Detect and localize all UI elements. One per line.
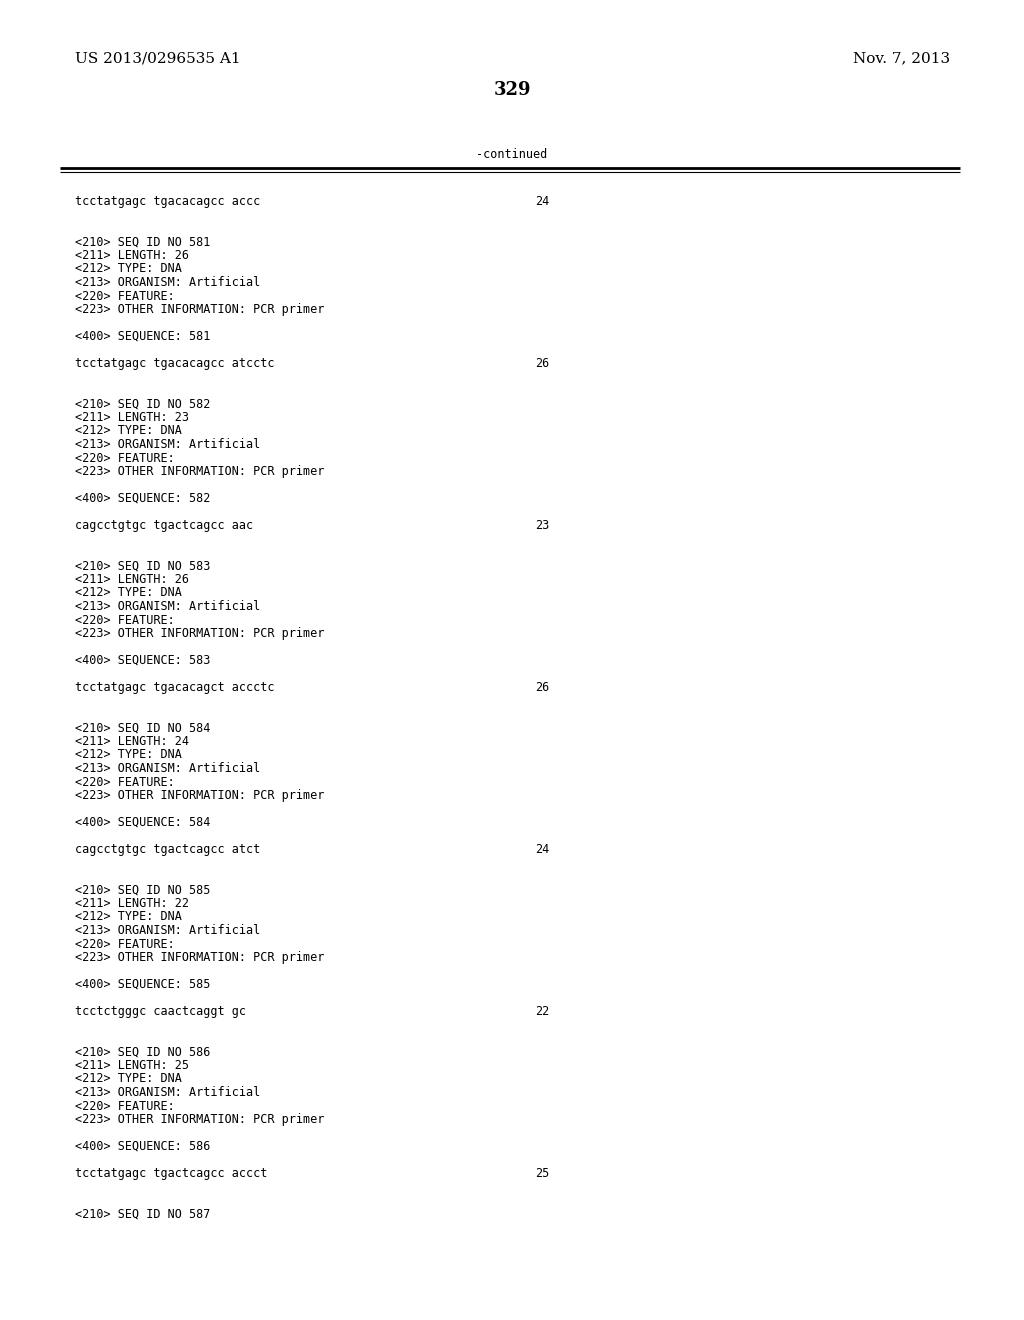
Text: <210> SEQ ID NO 582: <210> SEQ ID NO 582 xyxy=(75,397,210,411)
Text: <210> SEQ ID NO 584: <210> SEQ ID NO 584 xyxy=(75,722,210,734)
Text: <400> SEQUENCE: 586: <400> SEQUENCE: 586 xyxy=(75,1140,210,1152)
Text: <213> ORGANISM: Artificial: <213> ORGANISM: Artificial xyxy=(75,1086,260,1100)
Text: <211> LENGTH: 22: <211> LENGTH: 22 xyxy=(75,898,189,909)
Text: tcctctgggc caactcaggt gc: tcctctgggc caactcaggt gc xyxy=(75,1005,246,1018)
Text: <213> ORGANISM: Artificial: <213> ORGANISM: Artificial xyxy=(75,276,260,289)
Text: <223> OTHER INFORMATION: PCR primer: <223> OTHER INFORMATION: PCR primer xyxy=(75,465,325,478)
Text: Nov. 7, 2013: Nov. 7, 2013 xyxy=(853,51,950,65)
Text: <212> TYPE: DNA: <212> TYPE: DNA xyxy=(75,748,182,762)
Text: 24: 24 xyxy=(535,195,549,209)
Text: -continued: -continued xyxy=(476,149,548,161)
Text: <400> SEQUENCE: 582: <400> SEQUENCE: 582 xyxy=(75,492,210,506)
Text: <212> TYPE: DNA: <212> TYPE: DNA xyxy=(75,586,182,599)
Text: 24: 24 xyxy=(535,843,549,855)
Text: <400> SEQUENCE: 581: <400> SEQUENCE: 581 xyxy=(75,330,210,343)
Text: <223> OTHER INFORMATION: PCR primer: <223> OTHER INFORMATION: PCR primer xyxy=(75,304,325,315)
Text: 23: 23 xyxy=(535,519,549,532)
Text: <211> LENGTH: 25: <211> LENGTH: 25 xyxy=(75,1059,189,1072)
Text: <220> FEATURE:: <220> FEATURE: xyxy=(75,776,175,788)
Text: tcctatgagc tgactcagcc accct: tcctatgagc tgactcagcc accct xyxy=(75,1167,267,1180)
Text: <212> TYPE: DNA: <212> TYPE: DNA xyxy=(75,911,182,924)
Text: <210> SEQ ID NO 587: <210> SEQ ID NO 587 xyxy=(75,1208,210,1221)
Text: <220> FEATURE:: <220> FEATURE: xyxy=(75,1100,175,1113)
Text: <223> OTHER INFORMATION: PCR primer: <223> OTHER INFORMATION: PCR primer xyxy=(75,1113,325,1126)
Text: tcctatgagc tgacacagct accctc: tcctatgagc tgacacagct accctc xyxy=(75,681,274,694)
Text: <211> LENGTH: 26: <211> LENGTH: 26 xyxy=(75,249,189,261)
Text: 329: 329 xyxy=(494,81,530,99)
Text: <220> FEATURE:: <220> FEATURE: xyxy=(75,289,175,302)
Text: 26: 26 xyxy=(535,681,549,694)
Text: <223> OTHER INFORMATION: PCR primer: <223> OTHER INFORMATION: PCR primer xyxy=(75,627,325,640)
Text: <400> SEQUENCE: 583: <400> SEQUENCE: 583 xyxy=(75,653,210,667)
Text: US 2013/0296535 A1: US 2013/0296535 A1 xyxy=(75,51,241,65)
Text: 25: 25 xyxy=(535,1167,549,1180)
Text: <223> OTHER INFORMATION: PCR primer: <223> OTHER INFORMATION: PCR primer xyxy=(75,789,325,803)
Text: <211> LENGTH: 24: <211> LENGTH: 24 xyxy=(75,735,189,748)
Text: <212> TYPE: DNA: <212> TYPE: DNA xyxy=(75,1072,182,1085)
Text: <213> ORGANISM: Artificial: <213> ORGANISM: Artificial xyxy=(75,762,260,775)
Text: <223> OTHER INFORMATION: PCR primer: <223> OTHER INFORMATION: PCR primer xyxy=(75,950,325,964)
Text: <211> LENGTH: 26: <211> LENGTH: 26 xyxy=(75,573,189,586)
Text: <400> SEQUENCE: 584: <400> SEQUENCE: 584 xyxy=(75,816,210,829)
Text: <210> SEQ ID NO 583: <210> SEQ ID NO 583 xyxy=(75,560,210,573)
Text: <212> TYPE: DNA: <212> TYPE: DNA xyxy=(75,263,182,276)
Text: <220> FEATURE:: <220> FEATURE: xyxy=(75,937,175,950)
Text: cagcctgtgc tgactcagcc atct: cagcctgtgc tgactcagcc atct xyxy=(75,843,260,855)
Text: <220> FEATURE:: <220> FEATURE: xyxy=(75,451,175,465)
Text: <210> SEQ ID NO 586: <210> SEQ ID NO 586 xyxy=(75,1045,210,1059)
Text: tcctatgagc tgacacagcc accc: tcctatgagc tgacacagcc accc xyxy=(75,195,260,209)
Text: <213> ORGANISM: Artificial: <213> ORGANISM: Artificial xyxy=(75,601,260,612)
Text: tcctatgagc tgacacagcc atcctc: tcctatgagc tgacacagcc atcctc xyxy=(75,356,274,370)
Text: <210> SEQ ID NO 581: <210> SEQ ID NO 581 xyxy=(75,235,210,248)
Text: <213> ORGANISM: Artificial: <213> ORGANISM: Artificial xyxy=(75,924,260,937)
Text: <213> ORGANISM: Artificial: <213> ORGANISM: Artificial xyxy=(75,438,260,451)
Text: <212> TYPE: DNA: <212> TYPE: DNA xyxy=(75,425,182,437)
Text: 22: 22 xyxy=(535,1005,549,1018)
Text: 26: 26 xyxy=(535,356,549,370)
Text: cagcctgtgc tgactcagcc aac: cagcctgtgc tgactcagcc aac xyxy=(75,519,253,532)
Text: <211> LENGTH: 23: <211> LENGTH: 23 xyxy=(75,411,189,424)
Text: <210> SEQ ID NO 585: <210> SEQ ID NO 585 xyxy=(75,883,210,896)
Text: <400> SEQUENCE: 585: <400> SEQUENCE: 585 xyxy=(75,978,210,991)
Text: <220> FEATURE:: <220> FEATURE: xyxy=(75,614,175,627)
